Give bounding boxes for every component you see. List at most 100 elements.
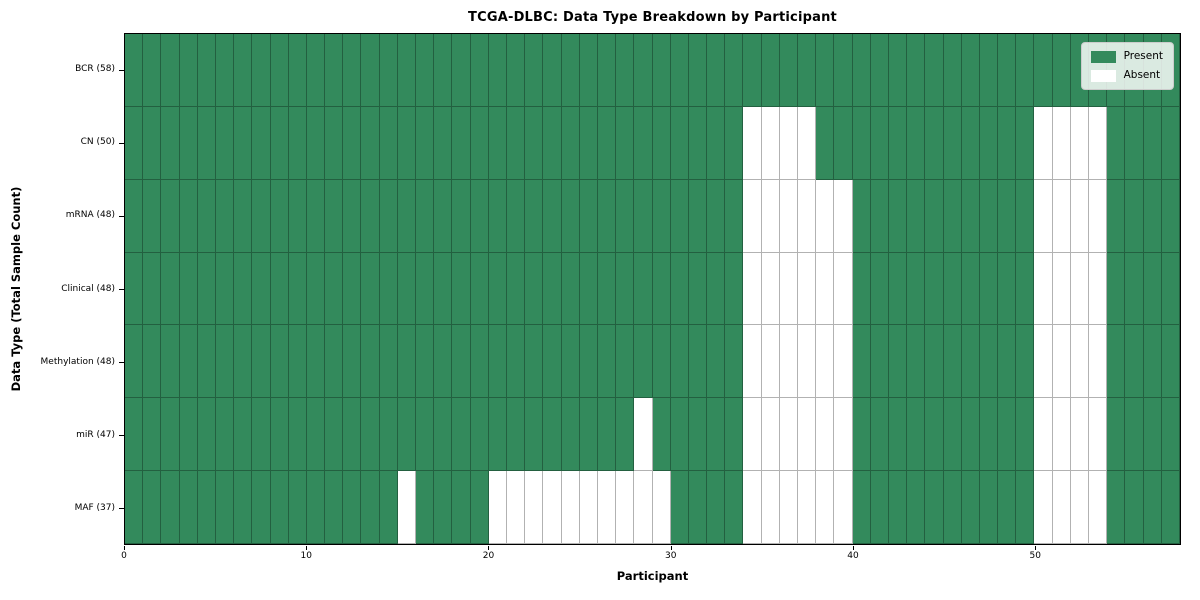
heatmap-cell — [288, 398, 307, 472]
heatmap-cell — [1125, 398, 1144, 472]
heatmap-cell — [397, 471, 417, 544]
x-tick-mark — [670, 546, 672, 550]
heatmap-cell — [143, 252, 162, 326]
heatmap-cell — [725, 398, 744, 472]
y-tick-mark — [119, 508, 124, 510]
heatmap-cell — [434, 34, 453, 107]
heatmap-cell — [1107, 106, 1126, 180]
heatmap-cell — [998, 471, 1017, 544]
heatmap-cell — [288, 325, 307, 399]
heatmap-cell — [1070, 106, 1090, 180]
heatmap-cell — [579, 398, 598, 472]
y-tick-label: mRNA (48) — [65, 210, 115, 221]
heatmap-cell — [1052, 106, 1071, 180]
heatmap-cell — [907, 471, 926, 544]
heatmap-cell — [452, 471, 471, 544]
y-tick-label: miR (47) — [76, 429, 115, 440]
heatmap-cell — [798, 106, 817, 180]
chart-title: TCGA-DLBC: Data Type Breakdown by Partic… — [468, 10, 837, 25]
heatmap-cell — [1107, 398, 1126, 472]
heatmap-cell — [197, 325, 216, 399]
heatmap-cell — [907, 398, 926, 472]
heatmap-cell — [798, 34, 817, 107]
heatmap-cell — [1089, 106, 1108, 180]
heatmap-cell — [161, 325, 180, 399]
heatmap-cell — [634, 34, 653, 107]
x-tick-mark — [124, 546, 125, 550]
heatmap-cell — [561, 179, 580, 253]
heatmap-cell — [488, 179, 507, 253]
heatmap-cell — [961, 106, 980, 180]
heatmap-cell — [761, 325, 780, 399]
heatmap-cell — [416, 398, 435, 472]
heatmap-cell — [488, 325, 507, 399]
heatmap-cell — [343, 471, 362, 544]
heatmap-cell — [161, 252, 180, 326]
heatmap-cell — [452, 325, 471, 399]
heatmap-cell — [834, 106, 853, 180]
heatmap-cell — [161, 179, 180, 253]
heatmap-cell — [306, 252, 326, 326]
heatmap-cell — [506, 179, 526, 253]
heatmap-cell — [798, 179, 817, 253]
heatmap-cell — [888, 34, 908, 107]
heatmap-cell — [1107, 471, 1126, 544]
heatmap-cell — [1034, 325, 1053, 399]
heatmap-cell — [270, 34, 289, 107]
heatmap-cell — [543, 325, 562, 399]
heatmap-cell — [161, 471, 180, 544]
heatmap-cell — [743, 106, 762, 180]
heatmap-cell — [1016, 471, 1035, 544]
heatmap-cell — [1070, 398, 1090, 472]
heatmap-cell — [452, 179, 471, 253]
heatmap-cell — [361, 398, 380, 472]
heatmap-cell — [288, 106, 307, 180]
heatmap-cell — [125, 325, 144, 399]
heatmap-cell — [252, 34, 271, 107]
heatmap-cell — [852, 398, 871, 472]
heatmap-cell — [616, 471, 635, 544]
heatmap-cell — [234, 398, 253, 472]
heatmap-cell — [252, 252, 271, 326]
heatmap-cell — [179, 398, 198, 472]
heatmap-cell — [397, 252, 417, 326]
heatmap-cell — [779, 398, 799, 472]
heatmap-cell — [798, 398, 817, 472]
heatmap-cell — [907, 252, 926, 326]
heatmap-cell — [998, 252, 1017, 326]
heatmap-cell — [1143, 325, 1162, 399]
heatmap-cell — [1161, 398, 1180, 472]
heatmap-cell — [234, 252, 253, 326]
heatmap-cell — [270, 179, 289, 253]
heatmap-cell — [215, 252, 235, 326]
y-tick-label: Clinical (48) — [61, 283, 115, 294]
heatmap-cell — [961, 398, 980, 472]
heatmap-cell — [561, 325, 580, 399]
heatmap-cell — [306, 471, 326, 544]
heatmap-cell — [379, 398, 398, 472]
heatmap-cell — [252, 398, 271, 472]
heatmap-cell — [1016, 179, 1035, 253]
heatmap-cell — [1089, 252, 1108, 326]
heatmap-cell — [197, 252, 216, 326]
heatmap-cell — [670, 471, 689, 544]
x-tick-mark — [852, 546, 854, 550]
heatmap-cell — [597, 34, 617, 107]
heatmap-cell — [434, 398, 453, 472]
heatmap-cell — [870, 471, 889, 544]
heatmap-cell — [1016, 325, 1035, 399]
heatmap-cell — [925, 325, 944, 399]
heatmap-cell — [998, 34, 1017, 107]
heatmap-cell — [688, 34, 708, 107]
y-tick-mark — [119, 289, 124, 290]
heatmap-cell — [907, 106, 926, 180]
heatmap-cell — [288, 252, 307, 326]
heatmap-cell — [961, 34, 980, 107]
heatmap-cell — [306, 106, 326, 180]
heatmap-cell — [925, 34, 944, 107]
heatmap-cell — [125, 471, 144, 544]
heatmap-cell — [725, 179, 744, 253]
heatmap-cell — [616, 34, 635, 107]
heatmap-cell — [943, 34, 962, 107]
heatmap-cell — [525, 471, 544, 544]
